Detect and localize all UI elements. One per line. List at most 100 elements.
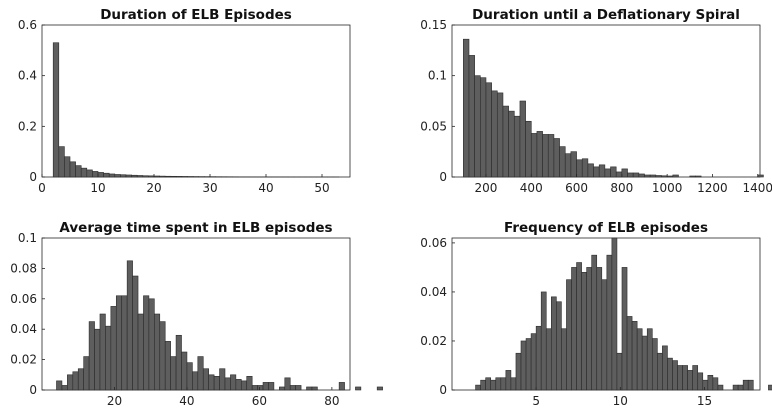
histogram-bar bbox=[712, 377, 719, 391]
x-tick-label: 5 bbox=[532, 394, 540, 408]
histogram-bar bbox=[230, 374, 237, 391]
histogram-bar bbox=[581, 272, 587, 391]
histogram-bar bbox=[468, 55, 475, 178]
histogram-bar bbox=[148, 298, 155, 391]
x-tick-label: 1400 bbox=[742, 181, 772, 195]
histogram-bar bbox=[626, 316, 633, 391]
histogram-bar bbox=[649, 174, 657, 178]
histogram-bar bbox=[208, 374, 215, 391]
histogram-bar bbox=[697, 372, 704, 391]
x-tick-label: 30 bbox=[202, 181, 217, 195]
histogram-bar bbox=[571, 267, 577, 391]
histogram-bar bbox=[153, 175, 160, 178]
y-tick-label: 0.02 bbox=[10, 353, 37, 367]
histogram-bar bbox=[251, 385, 258, 391]
bars bbox=[475, 237, 772, 391]
histogram-bar bbox=[495, 377, 502, 391]
y-tick-label: 0.02 bbox=[420, 334, 447, 348]
histogram-bar bbox=[219, 368, 226, 391]
histogram-bar bbox=[638, 173, 645, 178]
histogram-bar bbox=[289, 385, 296, 391]
histogram-bar bbox=[376, 386, 383, 391]
histogram-bar bbox=[154, 313, 161, 391]
histogram-bar bbox=[695, 175, 702, 178]
histogram-bar bbox=[490, 379, 497, 391]
x-tick-label: 1000 bbox=[652, 181, 683, 195]
histogram-bar bbox=[186, 362, 193, 391]
x-tick-label: 10 bbox=[90, 181, 105, 195]
histogram-bar bbox=[120, 174, 127, 178]
histogram-bar bbox=[502, 105, 509, 178]
chart-title: Average time spent in ELB episodes bbox=[59, 220, 332, 236]
histogram-bar bbox=[581, 158, 589, 178]
histogram-bar bbox=[485, 377, 492, 391]
histogram-bar bbox=[545, 328, 552, 391]
chart-title: Frequency of ELB episodes bbox=[504, 220, 708, 236]
histogram-bar bbox=[64, 156, 71, 178]
histogram-bar bbox=[553, 138, 560, 178]
histogram-bar bbox=[355, 386, 362, 391]
histogram-bar bbox=[742, 379, 749, 391]
histogram-bar bbox=[655, 175, 662, 178]
y-tick-label: 0 bbox=[29, 383, 37, 397]
histogram-bar bbox=[611, 237, 618, 391]
histogram-bar bbox=[61, 385, 68, 391]
histogram-bar bbox=[240, 380, 248, 391]
histogram-bar bbox=[682, 365, 688, 391]
y-tick-label: 0.05 bbox=[420, 119, 447, 133]
histogram-bar bbox=[159, 321, 166, 391]
histogram-bar bbox=[202, 368, 209, 391]
histogram-bar bbox=[306, 386, 313, 391]
x-tick-label: 60 bbox=[252, 394, 267, 408]
histogram-bar bbox=[67, 374, 74, 391]
panel-average-time-elb: Average time spent in ELB episodes 20 40 60… bbox=[10, 220, 383, 408]
y-tick-label: 0 bbox=[439, 383, 447, 397]
histogram-bar bbox=[268, 382, 275, 391]
histogram-bar bbox=[115, 295, 123, 391]
x-tick-label: 50 bbox=[314, 181, 329, 195]
chart-title: Duration until a Deflationary Spiral bbox=[472, 7, 740, 23]
histogram-bar bbox=[99, 313, 106, 391]
histogram-bar bbox=[593, 166, 600, 178]
histogram-bar bbox=[103, 172, 110, 178]
histogram-bar bbox=[515, 352, 522, 391]
histogram-bar bbox=[591, 254, 598, 391]
histogram-bar bbox=[556, 301, 562, 391]
histogram-bar bbox=[621, 267, 628, 391]
histogram-bar bbox=[687, 370, 693, 391]
histogram-bar bbox=[519, 100, 526, 178]
y-tick-label: 0.06 bbox=[10, 292, 37, 306]
histogram-bar bbox=[604, 168, 611, 178]
histogram-bar bbox=[596, 267, 603, 391]
histogram-bar bbox=[547, 134, 555, 178]
histogram-bar bbox=[125, 174, 132, 178]
histogram-bar bbox=[136, 175, 144, 178]
x-tick-label: 0 bbox=[38, 181, 46, 195]
histogram-bar bbox=[496, 92, 504, 178]
histogram-bar bbox=[338, 382, 345, 391]
histogram-bar bbox=[667, 357, 673, 391]
histogram-bar bbox=[677, 365, 683, 391]
panel-frequency-elb: Frequency of ELB episodes 5 10 15 0 0.02 0.04 0… bbox=[420, 220, 772, 408]
histogram-bar bbox=[463, 38, 470, 178]
histogram-bar bbox=[540, 291, 547, 391]
histogram-bar bbox=[197, 356, 204, 391]
histogram-bar bbox=[164, 175, 172, 178]
x-tick-label: 40 bbox=[258, 181, 273, 195]
histogram-bar bbox=[586, 267, 592, 391]
histogram-bar bbox=[485, 82, 492, 178]
histogram-bar bbox=[627, 172, 634, 178]
histogram-bar bbox=[159, 175, 166, 178]
y-tick-label: 0.04 bbox=[10, 322, 37, 336]
histogram-bar bbox=[566, 279, 572, 391]
x-tick-label: 20 bbox=[107, 394, 122, 408]
histogram-bar bbox=[97, 172, 104, 178]
x-tick-label: 400 bbox=[520, 181, 543, 195]
x-tick-label: 800 bbox=[610, 181, 633, 195]
histogram-bar bbox=[170, 175, 177, 178]
histogram-bar bbox=[576, 262, 582, 391]
histogram-bar bbox=[480, 379, 486, 391]
histogram-bar bbox=[666, 175, 674, 178]
histogram-bar bbox=[132, 275, 139, 391]
histogram-bar bbox=[601, 279, 608, 391]
